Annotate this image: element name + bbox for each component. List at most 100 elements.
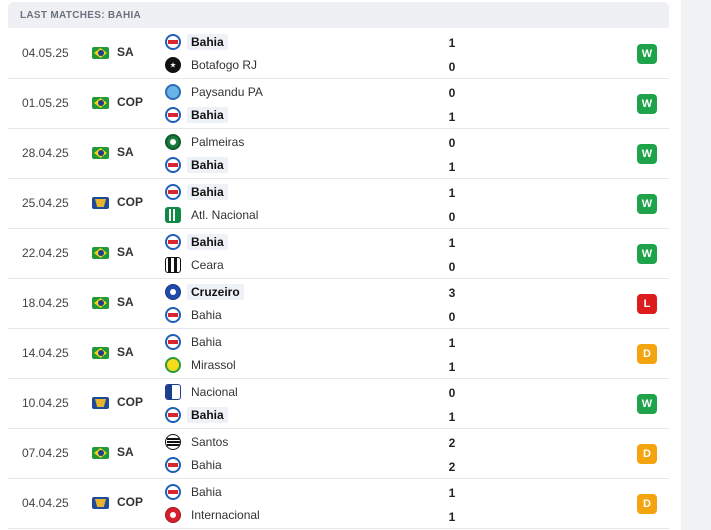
south-america-flag-icon <box>92 397 109 409</box>
result-badge: W <box>637 394 657 414</box>
home-team[interactable]: Cruzeiro <box>165 282 244 302</box>
competition-label: SA <box>117 445 134 459</box>
away-team[interactable]: Bahia <box>165 455 222 475</box>
result-badge: D <box>637 344 657 364</box>
result-badge: W <box>637 194 657 214</box>
south-america-flag-icon <box>92 197 109 209</box>
away-team[interactable]: Bahia <box>165 105 228 125</box>
away-score: 1 <box>448 160 456 174</box>
match-row[interactable]: 25.04.25 COP Bahia Atl. Nacional 1 0 W <box>8 179 669 229</box>
away-team-name: Internacional <box>191 508 260 522</box>
home-score: 0 <box>448 386 456 400</box>
away-team[interactable]: Bahia <box>165 305 222 325</box>
match-row[interactable]: 22.04.25 SA Bahia Ceara 1 0 W <box>8 229 669 279</box>
match-date: 04.05.25 <box>22 46 69 60</box>
result-badge: D <box>637 494 657 514</box>
away-team[interactable]: Bahia <box>165 405 228 425</box>
away-team[interactable]: Botafogo RJ <box>165 55 257 75</box>
home-team-name: Bahia <box>191 485 222 499</box>
brazil-flag-icon <box>92 247 109 259</box>
match-row[interactable]: 04.05.25 SA Bahia Botafogo RJ 1 0 W <box>8 29 669 79</box>
result-badge: W <box>637 44 657 64</box>
paysandu-crest-icon <box>165 84 181 100</box>
match-row[interactable]: 18.04.25 SA Cruzeiro Bahia 3 0 L <box>8 279 669 329</box>
result-badge: D <box>637 444 657 464</box>
home-team[interactable]: Nacional <box>165 382 238 402</box>
away-team[interactable]: Internacional <box>165 505 260 525</box>
away-team-name: Bahia <box>187 157 228 173</box>
home-team[interactable]: Paysandu PA <box>165 82 263 102</box>
away-team-name: Mirassol <box>191 358 236 372</box>
away-team[interactable]: Mirassol <box>165 355 236 375</box>
competition-label: SA <box>117 45 134 59</box>
match-date: 25.04.25 <box>22 196 69 210</box>
away-team-name: Bahia <box>187 407 228 423</box>
section-title: LAST MATCHES: BAHIA <box>20 10 142 21</box>
scrollbar[interactable] <box>681 0 711 530</box>
south-america-flag-icon <box>92 497 109 509</box>
match-date: 28.04.25 <box>22 146 69 160</box>
match-list: 04.05.25 SA Bahia Botafogo RJ 1 0 W 01.05.25 COP… <box>8 29 669 529</box>
away-score: 0 <box>448 210 456 224</box>
away-team-name: Bahia <box>191 308 222 322</box>
brazil-flag-icon <box>92 97 109 109</box>
home-team[interactable]: Bahia <box>165 182 228 202</box>
bahia-crest-icon <box>165 484 181 500</box>
bahia-crest-icon <box>165 407 181 423</box>
match-row[interactable]: 01.05.25 COP Paysandu PA Bahia 0 1 W <box>8 79 669 129</box>
result-badge: L <box>637 294 657 314</box>
away-team-name: Ceara <box>191 258 224 272</box>
competition-label: SA <box>117 245 134 259</box>
match-date: 04.04.25 <box>22 496 69 510</box>
home-team-name: Nacional <box>191 385 238 399</box>
bahia-crest-icon <box>165 34 181 50</box>
home-team[interactable]: Bahia <box>165 232 228 252</box>
away-score: 1 <box>448 510 456 524</box>
home-team[interactable]: Bahia <box>165 482 222 502</box>
result-badge: W <box>637 144 657 164</box>
home-team-name: Bahia <box>187 34 228 50</box>
home-team[interactable]: Santos <box>165 432 228 452</box>
brazil-flag-icon <box>92 447 109 459</box>
match-row[interactable]: 07.04.25 SA Santos Bahia 2 2 D <box>8 429 669 479</box>
away-score: 0 <box>448 60 456 74</box>
bahia-crest-icon <box>165 457 181 473</box>
bahia-crest-icon <box>165 234 181 250</box>
home-score: 1 <box>448 36 456 50</box>
match-row[interactable]: 04.04.25 COP Bahia Internacional 1 1 D <box>8 479 669 529</box>
bahia-crest-icon <box>165 107 181 123</box>
santos-crest-icon <box>165 434 181 450</box>
result-badge: W <box>637 94 657 114</box>
away-team-name: Bahia <box>191 458 222 472</box>
away-team-name: Botafogo RJ <box>191 58 258 72</box>
cruzeiro-crest-icon <box>165 284 181 300</box>
match-row[interactable]: 14.04.25 SA Bahia Mirassol 1 1 D <box>8 329 669 379</box>
away-team[interactable]: Ceara <box>165 255 224 275</box>
match-date: 18.04.25 <box>22 296 69 310</box>
result-badge: W <box>637 244 657 264</box>
home-team-name: Bahia <box>187 184 228 200</box>
home-team-name: Santos <box>191 435 229 449</box>
home-score: 1 <box>448 336 456 350</box>
home-score: 0 <box>448 86 456 100</box>
mirassol-crest-icon <box>165 357 181 373</box>
home-team[interactable]: Palmeiras <box>165 132 244 152</box>
brazil-flag-icon <box>92 297 109 309</box>
home-team[interactable]: Bahia <box>165 32 228 52</box>
match-row[interactable]: 10.04.25 COP Nacional Bahia 0 1 W <box>8 379 669 429</box>
match-date: 01.05.25 <box>22 96 69 110</box>
internacional-crest-icon <box>165 507 181 523</box>
away-score: 0 <box>448 310 456 324</box>
match-row[interactable]: 28.04.25 SA Palmeiras Bahia 0 1 W <box>8 129 669 179</box>
away-score: 1 <box>448 360 456 374</box>
bahia-crest-icon <box>165 334 181 350</box>
home-score: 1 <box>448 186 456 200</box>
home-team[interactable]: Bahia <box>165 332 222 352</box>
bahia-crest-icon <box>165 157 181 173</box>
atl-nacional-crest-icon <box>165 207 181 223</box>
away-team[interactable]: Bahia <box>165 155 228 175</box>
palmeiras-crest-icon <box>165 134 181 150</box>
away-team[interactable]: Atl. Nacional <box>165 205 258 225</box>
home-team-name: Paysandu PA <box>191 85 263 99</box>
botafogo-crest-icon <box>165 57 181 73</box>
